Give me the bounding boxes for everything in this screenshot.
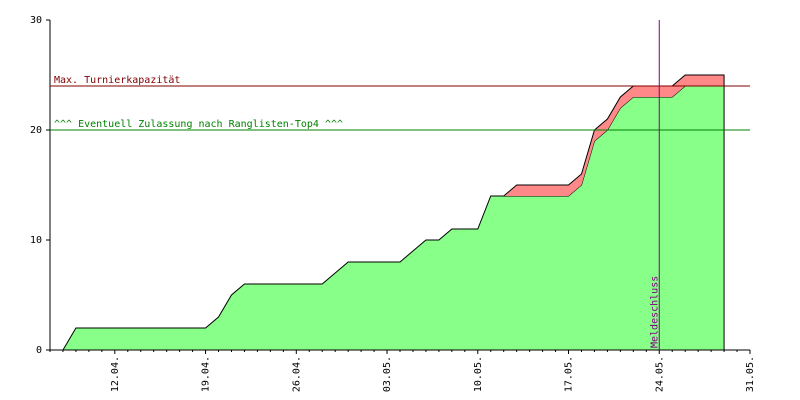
y-tick-label: 20 bbox=[30, 125, 42, 136]
y-tick-label: 0 bbox=[36, 345, 42, 356]
x-tick-label: 03.05. bbox=[382, 356, 393, 392]
reference-label: ^^^ Eventuell Zulassung nach Ranglisten-… bbox=[54, 119, 343, 130]
area bbox=[62, 86, 725, 350]
y-tick-label: 10 bbox=[30, 235, 42, 246]
x-tick-label: 17.05. bbox=[564, 356, 575, 392]
x-tick-label: 10.05. bbox=[473, 356, 484, 392]
y-tick-label: 30 bbox=[30, 15, 42, 26]
area-edge bbox=[503, 74, 725, 197]
deadline-label: Meldeschluss bbox=[649, 276, 660, 348]
x-tick-label: 26.04. bbox=[291, 356, 302, 392]
x-tick-label: 24.05. bbox=[654, 356, 665, 392]
reference-label: Max. Turnierkapazität bbox=[54, 75, 180, 86]
x-tick-label: 12.04. bbox=[110, 356, 121, 392]
x-tick-label: 31.05. bbox=[745, 356, 756, 392]
x-tick-label: 19.04. bbox=[201, 356, 212, 392]
